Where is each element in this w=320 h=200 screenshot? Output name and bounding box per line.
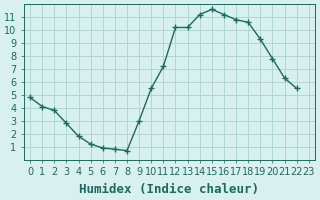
X-axis label: Humidex (Indice chaleur): Humidex (Indice chaleur): [79, 183, 260, 196]
